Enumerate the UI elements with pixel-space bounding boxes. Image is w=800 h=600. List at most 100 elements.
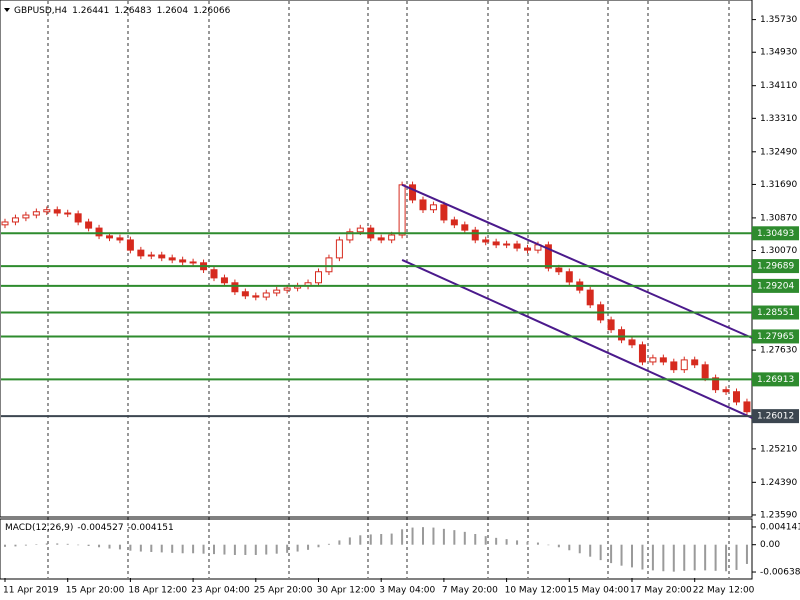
candle-body (565, 271, 573, 283)
candle-body (712, 377, 720, 391)
candle-body (1, 221, 9, 226)
macd-bar (45, 543, 48, 545)
macd-bar (4, 544, 6, 547)
macd-bar (359, 535, 362, 545)
candle-body (252, 295, 260, 298)
macd-bar (233, 544, 236, 555)
macd-bar (474, 533, 477, 545)
level-label: 1.27965 (757, 332, 794, 342)
macd-bar (662, 544, 665, 572)
y-tick-label: 1.30070 (760, 246, 797, 256)
candle-body (701, 364, 709, 379)
macd-bar (693, 544, 696, 571)
candle-body (32, 211, 40, 216)
macd-bar (213, 544, 215, 555)
macd-bar (338, 540, 341, 545)
macd-bar (118, 544, 121, 550)
candle-body (346, 231, 354, 241)
candle-body (503, 243, 511, 246)
candle-body (325, 257, 333, 273)
macd-bar (714, 544, 717, 571)
macd-bar (307, 544, 310, 550)
macd-bar (463, 531, 466, 545)
candle-body (419, 199, 427, 211)
macd-bar (35, 544, 38, 545)
x-tick-label: 10 May 12:00 (505, 586, 567, 596)
candle-body (11, 217, 19, 223)
y-tick-label: 1.31690 (760, 180, 797, 190)
x-tick-label: 7 May 20:00 (442, 586, 498, 596)
x-tick-label: 15 May 04:00 (567, 586, 629, 596)
candle-body (210, 269, 218, 279)
candle-body (670, 361, 678, 371)
level-box (752, 409, 799, 424)
macd-name: MACD(12,26,9) (5, 523, 73, 533)
candle-body (733, 391, 740, 403)
symbol-arrow (4, 8, 10, 12)
low: 1.2604 (157, 6, 189, 16)
level-box (752, 278, 799, 293)
x-tick-label: 23 Apr 04:00 (191, 586, 250, 596)
macd-bar (296, 544, 299, 552)
macd-bar (98, 544, 101, 548)
candle-body (64, 212, 72, 215)
macd-bar (192, 544, 195, 554)
macd-bar (223, 544, 226, 555)
high: 1.26483 (114, 6, 151, 16)
candle-body (722, 389, 730, 393)
candle-body (555, 267, 563, 273)
y-tick-label: 1.27630 (760, 346, 797, 356)
macd-bar (442, 528, 445, 545)
macd-bar (526, 541, 529, 545)
candle-body (179, 259, 187, 263)
macd-bar (108, 544, 111, 549)
macd-bar (265, 544, 268, 555)
candle-body (106, 235, 113, 239)
macd-bar (150, 544, 153, 552)
candle-body (513, 243, 521, 249)
macd-bar (453, 530, 456, 545)
macd-bar (139, 544, 142, 552)
x-tick-label: 3 May 04:00 (379, 586, 435, 596)
x-tick-label: 15 Apr 20:00 (66, 586, 125, 596)
macd-bar (589, 544, 592, 557)
candle-body (659, 357, 667, 363)
candle-body (409, 184, 417, 201)
level-box (752, 226, 799, 241)
candle-body (429, 204, 437, 211)
candle-body (450, 219, 458, 226)
macd-bar (129, 544, 132, 551)
candle-body (85, 221, 93, 229)
candle-body (743, 401, 751, 413)
macd-bar (244, 544, 247, 555)
candle-body (116, 237, 124, 241)
candle-body (544, 244, 552, 269)
macd-label: MACD(12,26,9) -0.004527 -0.004151 (5, 523, 174, 533)
candle-body (524, 247, 531, 251)
macd-panel (0, 518, 753, 580)
candle-body (649, 357, 657, 363)
main-panel (0, 0, 753, 518)
candle-body (492, 241, 500, 246)
macd-bar (411, 527, 414, 545)
candle-body (158, 254, 166, 259)
level-label: 1.28551 (757, 308, 794, 318)
candle-body (147, 254, 155, 257)
macd-bar (683, 544, 686, 571)
macd-bar (599, 544, 602, 561)
y-tick-label: 1.35730 (760, 15, 797, 25)
macd-main: -0.004527 (77, 523, 123, 533)
macd-bar (568, 544, 571, 551)
macd-bar (704, 544, 707, 571)
candle-body (377, 237, 385, 241)
macd-bar (327, 543, 330, 545)
macd-bar (484, 536, 487, 545)
macd-bar (547, 544, 550, 546)
candle-body (22, 214, 30, 219)
macd-bar (390, 533, 393, 545)
x-tick-label: 22 May 12:00 (693, 586, 755, 596)
candle-body (335, 239, 343, 259)
x-tick-label: 25 Apr 20:00 (254, 586, 313, 596)
macd-bar (14, 544, 17, 547)
